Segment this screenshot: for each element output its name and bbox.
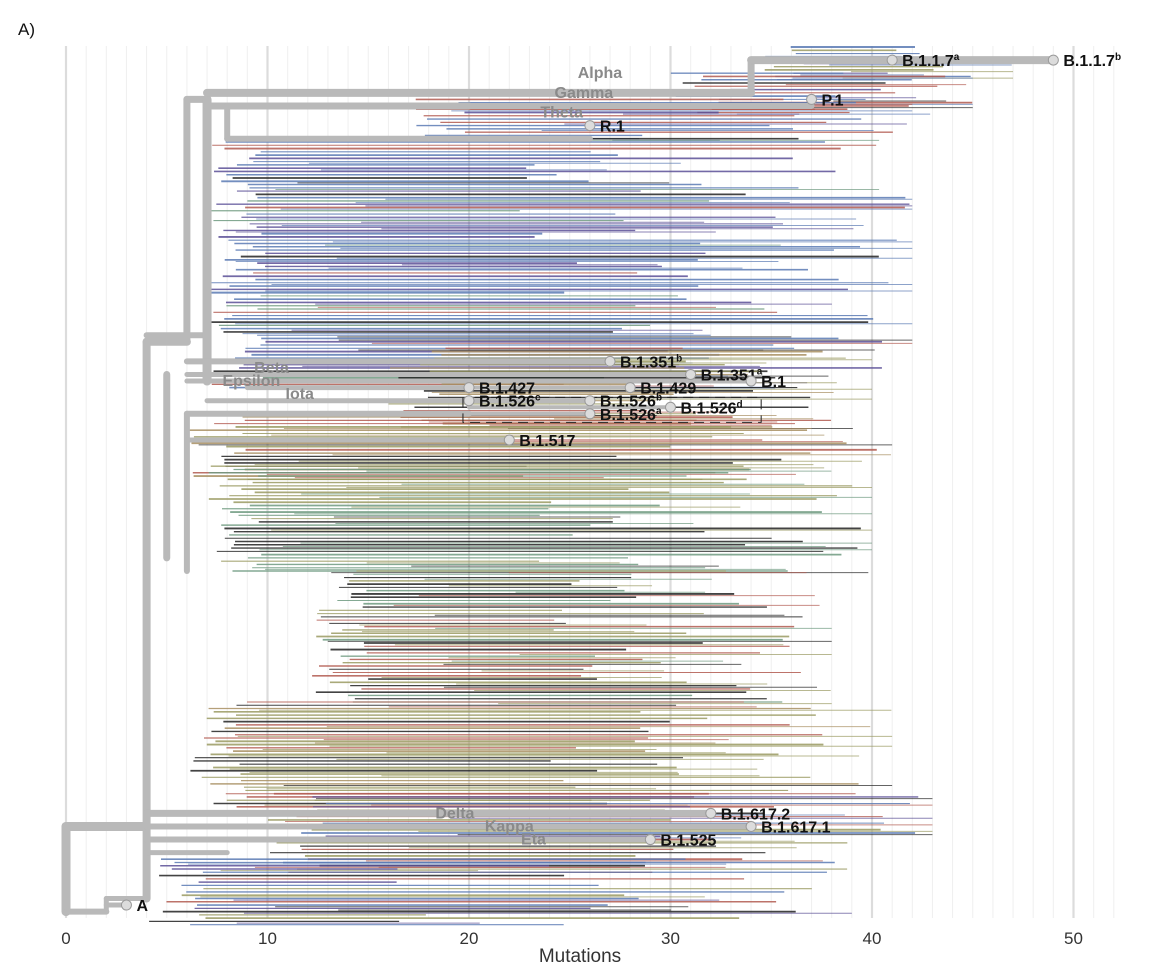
lineage-node [745, 820, 757, 832]
x-tick-label: 10 [258, 929, 277, 948]
clade-label: Kappa [485, 818, 534, 835]
clade-label: Gamma [555, 85, 614, 102]
lineage-label: A [136, 898, 148, 915]
lineage-labels: B.1.1.7a B.1.1.7bP.1R.1B.1.351bB.1.351aB.… [120, 52, 1121, 915]
lineage-node [463, 395, 475, 407]
lineage-label: B.1.526c [479, 393, 541, 411]
x-tick-label: 40 [863, 929, 882, 948]
lineage-node [624, 382, 636, 394]
lineage-node [806, 93, 818, 105]
lineage-label: B.1.429 [640, 381, 696, 398]
lineage-node [886, 54, 898, 66]
backbone-branches [61, 56, 1058, 917]
clade-label: Iota [286, 386, 315, 403]
lineage-label: P.1 [822, 92, 844, 109]
clade-label: Eta [521, 832, 546, 849]
lineage-node [705, 807, 717, 819]
lineage-node [1047, 54, 1059, 66]
lineage-label: B.1.1.7b [1063, 52, 1121, 70]
tip-branches [149, 46, 1014, 926]
lineage-label: B.1.617.2 [721, 806, 790, 823]
panel-label: A) [18, 20, 35, 39]
x-tick-label: 0 [61, 929, 70, 948]
lineage-node [463, 382, 475, 394]
clade-label: Beta [254, 360, 289, 377]
lineage-label: B.1.526b [600, 393, 662, 411]
x-tick-label: 30 [661, 929, 680, 948]
lineage-label: B.1.351b [620, 353, 682, 371]
x-axis: 0 10 20 30 40 50 Mutations [61, 929, 1083, 967]
lineage-node [503, 434, 515, 446]
lineage-node [584, 395, 596, 407]
lineage-node [120, 899, 132, 911]
lineage-label: B.1.617.1 [761, 819, 830, 836]
lineage-node [665, 401, 676, 413]
lineage-label: B.1.1.7a [902, 52, 960, 70]
lineage-label: B.1.526d [681, 399, 743, 417]
x-tick-label: 50 [1064, 929, 1083, 948]
x-tick-label: 20 [460, 929, 479, 948]
lineage-label: B.1.427 [479, 381, 535, 398]
lineage-node [584, 120, 596, 132]
lineage-node [604, 355, 616, 367]
lineage-label: B.1.526a [600, 406, 662, 424]
lineage-label: B.1.517 [519, 433, 575, 450]
clade-label: Delta [435, 805, 474, 822]
lineage-node [745, 375, 757, 387]
x-axis-title: Mutations [539, 946, 621, 967]
lineage-node [685, 369, 697, 380]
lineage-node [644, 834, 656, 846]
lineage-node [584, 408, 596, 420]
clade-label: Alpha [578, 65, 623, 82]
bracket-b1526 [462, 396, 762, 423]
clade-label: Epsilon [222, 373, 280, 390]
clade-label: Theta [540, 105, 583, 122]
lineage-label: B.1.525 [660, 833, 716, 850]
lineage-label: R.1 [600, 119, 625, 136]
lineage-label: B.1 [761, 374, 786, 391]
